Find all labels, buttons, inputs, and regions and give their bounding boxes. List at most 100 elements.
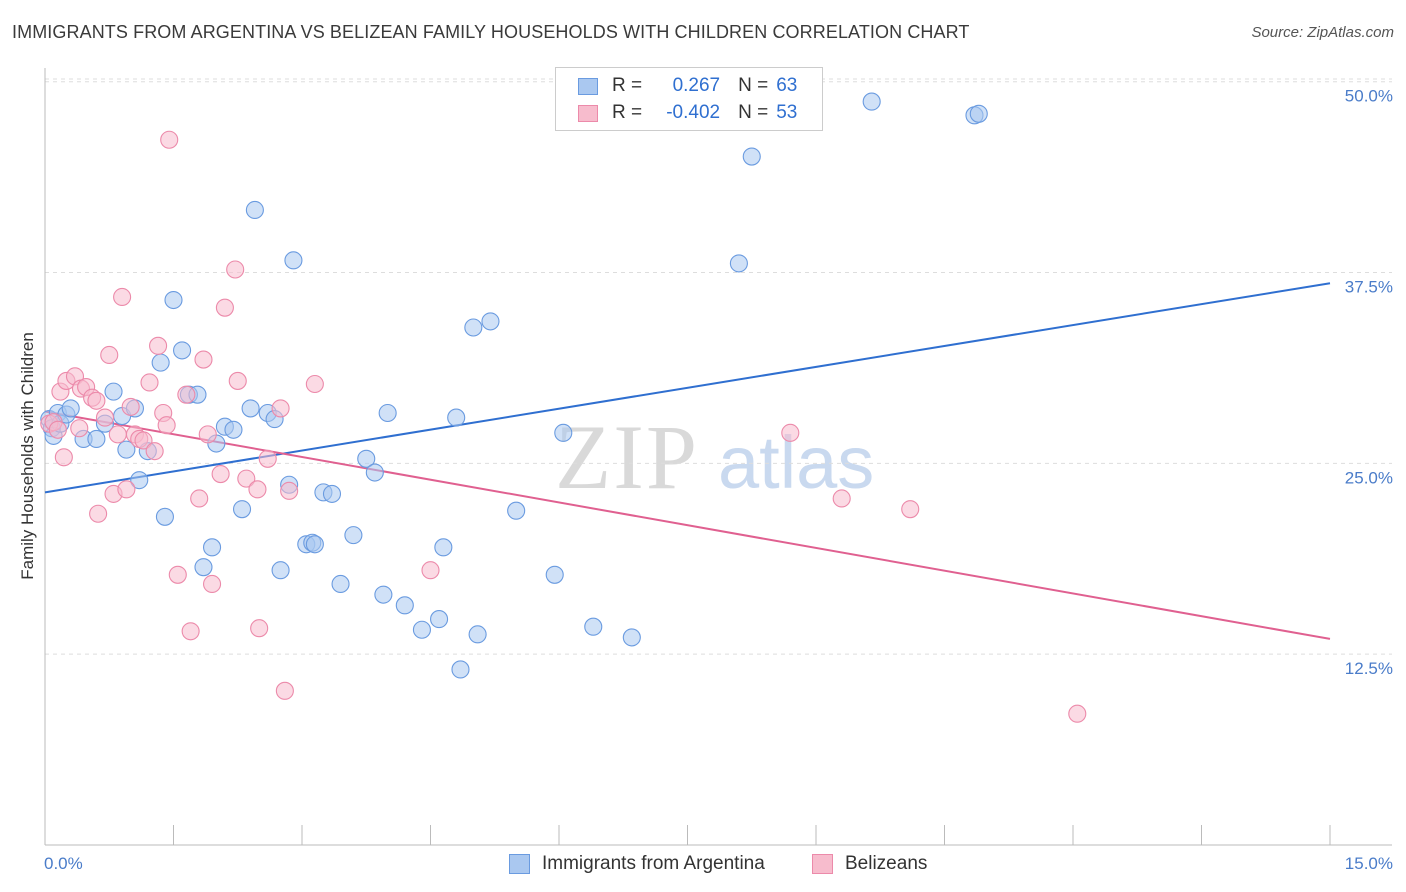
legend-row-belizeans: R = -0.402 N = 53 xyxy=(578,100,797,126)
x-tick-label: 0.0% xyxy=(44,854,83,873)
data-point xyxy=(203,574,222,594)
data-point xyxy=(275,681,294,700)
data-point xyxy=(322,484,342,503)
data-point xyxy=(284,251,303,270)
data-point xyxy=(145,442,164,461)
bottom-legend-label-belizeans: Belizeans xyxy=(845,853,928,874)
bottom-legend-label-argentina: Immigrants from Argentina xyxy=(542,853,765,874)
data-point xyxy=(224,420,243,439)
axes xyxy=(44,68,1392,846)
data-point xyxy=(481,312,500,331)
chart-title: IMMIGRANTS FROM ARGENTINA VS BELIZEAN FA… xyxy=(12,22,970,42)
data-point xyxy=(622,628,641,647)
data-point xyxy=(378,403,397,423)
legend-n-label: N = xyxy=(738,75,769,96)
data-point xyxy=(742,147,761,166)
data-point xyxy=(160,130,179,149)
data-point xyxy=(168,565,187,584)
data-point xyxy=(164,290,183,310)
y-tick-label: 50.0% xyxy=(1345,87,1393,106)
data-point xyxy=(305,535,324,554)
data-point xyxy=(113,287,132,307)
data-point xyxy=(447,408,466,427)
y-tick-label: 25.0% xyxy=(1345,468,1393,487)
data-point xyxy=(211,465,230,484)
x-tick-label: 15.0% xyxy=(1345,854,1393,873)
svg-text:ZIP: ZIP xyxy=(555,406,699,508)
data-point xyxy=(151,353,170,372)
data-point xyxy=(451,660,470,679)
data-point xyxy=(130,471,149,490)
data-point xyxy=(100,345,119,365)
data-point xyxy=(232,500,252,519)
data-point xyxy=(95,408,115,427)
data-point xyxy=(87,429,106,448)
data-point xyxy=(280,481,299,500)
tick-labels: 12.5% 25.0% 37.5% 50.0% 0.0% 15.0% xyxy=(44,87,1393,873)
data-point xyxy=(357,449,376,468)
data-point xyxy=(190,489,209,508)
data-point xyxy=(194,558,213,577)
data-point xyxy=(177,385,196,404)
data-point xyxy=(149,336,168,355)
data-point xyxy=(61,399,80,418)
y-tick-label: 12.5% xyxy=(1345,659,1393,678)
data-point xyxy=(70,419,89,438)
data-point xyxy=(434,538,453,557)
data-point xyxy=(228,371,247,390)
data-point xyxy=(545,565,564,584)
data-point xyxy=(226,260,245,279)
bottom-legend-argentina: Immigrants from Argentina xyxy=(509,852,765,876)
data-point xyxy=(117,480,136,499)
bottom-legend-swatch-belizeans xyxy=(812,854,833,874)
data-point xyxy=(344,526,363,545)
data-point xyxy=(248,480,267,499)
legend-r-value: 0.267 xyxy=(672,75,721,96)
data-point xyxy=(430,610,449,629)
data-point xyxy=(108,425,127,444)
data-point xyxy=(237,469,256,488)
data-point xyxy=(89,504,108,523)
data-point xyxy=(507,501,526,520)
data-point xyxy=(781,423,800,442)
bottom-legend-swatch-argentina xyxy=(509,854,530,874)
data-point xyxy=(155,507,174,526)
data-point xyxy=(241,399,260,418)
stats-legend: R = 0.267 N = 63 R = -0.402 N = 53 xyxy=(555,67,823,131)
data-point xyxy=(198,425,217,444)
data-point xyxy=(48,420,67,439)
legend-n-label: N = xyxy=(738,102,769,123)
zipatlas-watermark: ZIP atlas xyxy=(555,406,874,508)
data-point xyxy=(104,382,123,401)
bottom-legend-belizeans: Belizeans xyxy=(812,852,927,876)
data-point xyxy=(258,449,277,468)
data-point xyxy=(862,92,881,111)
data-point xyxy=(250,619,269,638)
data-point xyxy=(832,489,851,508)
source-label: Source: ZipAtlas.com xyxy=(1251,24,1394,41)
legend-swatch-belizeans xyxy=(578,104,598,122)
legend-n-value: 63 xyxy=(776,75,798,96)
data-point xyxy=(421,561,440,580)
data-point xyxy=(331,574,350,594)
data-point xyxy=(194,350,213,369)
data-point xyxy=(203,538,222,557)
data-point xyxy=(173,341,192,360)
data-point xyxy=(87,391,106,410)
data-point xyxy=(271,399,290,418)
data-point xyxy=(271,561,290,580)
data-point xyxy=(464,318,483,337)
data-point xyxy=(134,431,153,450)
data-point xyxy=(729,254,748,273)
legend-row-argentina: R = 0.267 N = 63 xyxy=(578,73,797,99)
legend-n-value: 53 xyxy=(776,102,798,123)
legend-r-label: R = xyxy=(612,75,643,96)
data-point xyxy=(54,448,73,467)
data-point xyxy=(305,374,324,394)
legend-swatch-argentina xyxy=(578,77,598,95)
data-point xyxy=(140,373,159,392)
data-point xyxy=(584,617,603,636)
data-point xyxy=(215,298,234,317)
y-tick-label: 37.5% xyxy=(1345,278,1393,297)
